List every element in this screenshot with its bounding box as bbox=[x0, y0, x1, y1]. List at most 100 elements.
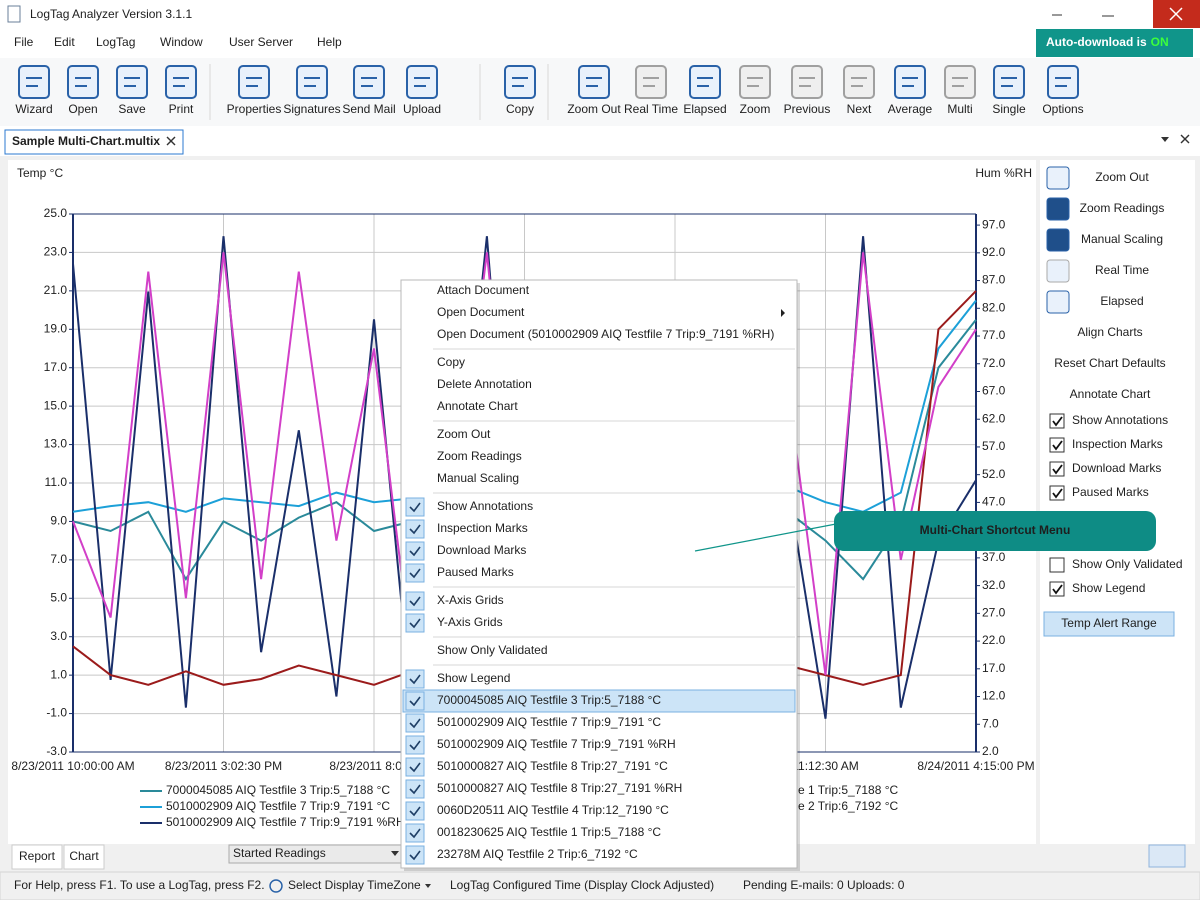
menu-item[interactable]: User Server bbox=[229, 35, 293, 49]
menu-item[interactable]: 0018230625 AIQ Testfile 1 Trip:5_7188 °C bbox=[405, 823, 661, 843]
menu-item-label: Zoom Out bbox=[437, 427, 491, 441]
menu-item[interactable]: Annotate Chart bbox=[437, 399, 518, 413]
menu-item[interactable]: 0060D20511 AIQ Testfile 4 Trip:12_7190 °… bbox=[405, 801, 669, 821]
side-checkbox[interactable]: Show Legend bbox=[1049, 581, 1145, 597]
toolbar-button[interactable]: Real Time bbox=[624, 65, 678, 116]
toolbar-button[interactable]: Elapsed bbox=[683, 65, 727, 116]
menu-item[interactable]: Help bbox=[317, 35, 342, 49]
checkbox-box bbox=[1049, 485, 1065, 501]
y-tick-label: 9.0 bbox=[50, 514, 67, 528]
side-checkbox[interactable]: Download Marks bbox=[1049, 461, 1161, 477]
menu-item[interactable]: Zoom Out bbox=[437, 427, 491, 441]
menu-item[interactable]: Inspection Marks bbox=[405, 519, 528, 539]
menu-check bbox=[409, 696, 421, 707]
tab-label[interactable]: Sample Multi-Chart.multix bbox=[12, 134, 160, 148]
side-button[interactable]: Manual Scaling bbox=[1046, 228, 1163, 252]
checkbox-check bbox=[1052, 584, 1063, 595]
side-button-label: Align Charts bbox=[1077, 325, 1142, 339]
checkbox-box bbox=[1049, 557, 1065, 573]
toolbar-button[interactable]: Single bbox=[992, 65, 1026, 116]
toolbar-button[interactable]: Signatures bbox=[283, 65, 341, 116]
menu-item[interactable]: Manual Scaling bbox=[437, 471, 519, 485]
menu-item[interactable]: Show Annotations bbox=[405, 497, 533, 517]
side-button[interactable]: Align Charts bbox=[1077, 325, 1142, 339]
toolbar-button[interactable]: Copy bbox=[504, 65, 536, 116]
document-tab[interactable] bbox=[4, 129, 184, 155]
side-button[interactable]: Elapsed bbox=[1046, 290, 1144, 314]
menu-item[interactable]: 5010002909 AIQ Testfile 7 Trip:9_7191 °C bbox=[405, 713, 661, 733]
menu-item[interactable]: 5010000827 AIQ Testfile 8 Trip:27_7191 °… bbox=[405, 757, 668, 777]
side-button[interactable]: Real Time bbox=[1046, 259, 1149, 283]
context-menu: Attach Document Open Document Open Documen… bbox=[400, 279, 800, 871]
expand-button[interactable] bbox=[1148, 844, 1186, 868]
toolbar-button[interactable]: Open bbox=[67, 65, 99, 116]
dropdown[interactable]: Started Readings bbox=[228, 844, 404, 864]
menu-item[interactable]: 23278M AIQ Testfile 2 Trip:6_7192 °C bbox=[405, 845, 638, 865]
toolbar-button[interactable]: Upload bbox=[403, 65, 441, 116]
side-checkbox[interactable]: Show Only Validated bbox=[1049, 557, 1183, 573]
menu-check-box bbox=[405, 519, 425, 539]
alert-button[interactable]: Temp Alert Range bbox=[1043, 611, 1175, 637]
toolbar-button[interactable]: Zoom bbox=[739, 65, 771, 116]
toolbar-button[interactable]: Print bbox=[165, 65, 197, 116]
toolbar-button[interactable]: Zoom Out bbox=[567, 65, 621, 116]
toolbar-label: Elapsed bbox=[683, 102, 726, 116]
side-checkbox[interactable]: Paused Marks bbox=[1049, 485, 1149, 501]
toolbar-button[interactable]: Multi bbox=[944, 65, 976, 116]
menu-item-label: Show Legend bbox=[437, 671, 510, 685]
menu-item-label: Y-Axis Grids bbox=[437, 615, 503, 629]
menu-item[interactable]: Paused Marks bbox=[405, 563, 514, 583]
toolbar-icon bbox=[894, 65, 926, 99]
y-tick-label: 17.0 bbox=[44, 360, 68, 374]
menu-item[interactable]: 5010000827 AIQ Testfile 8 Trip:27_7191 %… bbox=[405, 779, 682, 799]
tab-close[interactable] bbox=[166, 136, 176, 146]
menu-item[interactable]: Download Marks bbox=[405, 541, 526, 561]
tab-dropdown[interactable] bbox=[1161, 137, 1169, 142]
menu-item[interactable]: LogTag bbox=[96, 35, 135, 49]
toolbar-button[interactable]: Previous bbox=[784, 65, 831, 116]
menu-item[interactable]: 7000045085 AIQ Testfile 3 Trip:5_7188 °C bbox=[402, 689, 796, 713]
side-checkbox[interactable]: Show Annotations bbox=[1049, 413, 1168, 429]
side-checkbox[interactable]: Inspection Marks bbox=[1049, 437, 1163, 453]
bottom-tab[interactable]: Chart bbox=[63, 844, 105, 870]
menu-item[interactable]: Window bbox=[160, 35, 203, 49]
side-button[interactable]: Zoom Readings bbox=[1046, 197, 1164, 221]
auto-download-box[interactable] bbox=[1036, 29, 1193, 57]
menu-item-label: Zoom Readings bbox=[437, 449, 522, 463]
menu-item[interactable]: Y-Axis Grids bbox=[405, 613, 503, 633]
toolbar-button[interactable]: Average bbox=[888, 65, 933, 116]
menu-check-box bbox=[405, 735, 425, 755]
toolbar-button[interactable]: Properties bbox=[227, 65, 282, 116]
menu-item[interactable]: Show Only Validated bbox=[437, 643, 548, 657]
toolbar-button[interactable]: Send Mail bbox=[342, 65, 396, 116]
toolbar-button[interactable]: Save bbox=[116, 65, 148, 116]
menu-item[interactable]: Copy bbox=[437, 355, 465, 369]
y2-tick-label: 32.0 bbox=[982, 578, 1006, 592]
menu-item[interactable]: File bbox=[14, 35, 34, 49]
menu-item[interactable]: Show Legend bbox=[405, 669, 510, 689]
menu-check bbox=[409, 546, 421, 557]
side-button-label: Real Time bbox=[1095, 263, 1149, 277]
menu-check-box bbox=[405, 823, 425, 843]
bottom-tab[interactable]: Report bbox=[11, 844, 63, 870]
menu-item-label: Paused Marks bbox=[437, 565, 514, 579]
menu-item[interactable]: 5010002909 AIQ Testfile 7 Trip:9_7191 %R… bbox=[405, 735, 676, 755]
content: LogTag Analyzer Version 3.1.1 File Edit Log… bbox=[11, 7, 1183, 893]
menu-item[interactable]: Open Document bbox=[437, 305, 785, 319]
side-button[interactable]: Zoom Out bbox=[1046, 166, 1149, 190]
side-button[interactable]: Annotate Chart bbox=[1070, 387, 1151, 401]
menu-check bbox=[409, 740, 421, 751]
side-button[interactable]: Reset Chart Defaults bbox=[1054, 356, 1165, 370]
menu-item[interactable]: Attach Document bbox=[437, 283, 530, 297]
status-text: LogTag Configured Time (Display Clock Ad… bbox=[450, 878, 714, 892]
menu-item[interactable]: Delete Annotation bbox=[437, 377, 532, 391]
checkbox-box bbox=[1049, 413, 1065, 429]
menu-item[interactable]: Open Document (5010002909 AIQ Testfile 7… bbox=[437, 327, 774, 341]
toolbar-button[interactable]: Wizard bbox=[15, 65, 53, 116]
toolbar-button[interactable]: Next bbox=[843, 65, 875, 116]
panel-close[interactable] bbox=[1180, 134, 1190, 144]
menu-item[interactable]: Edit bbox=[54, 35, 75, 49]
menu-item[interactable]: X-Axis Grids bbox=[405, 591, 504, 611]
toolbar-button[interactable]: Options bbox=[1042, 65, 1084, 116]
menu-item[interactable]: Zoom Readings bbox=[437, 449, 522, 463]
